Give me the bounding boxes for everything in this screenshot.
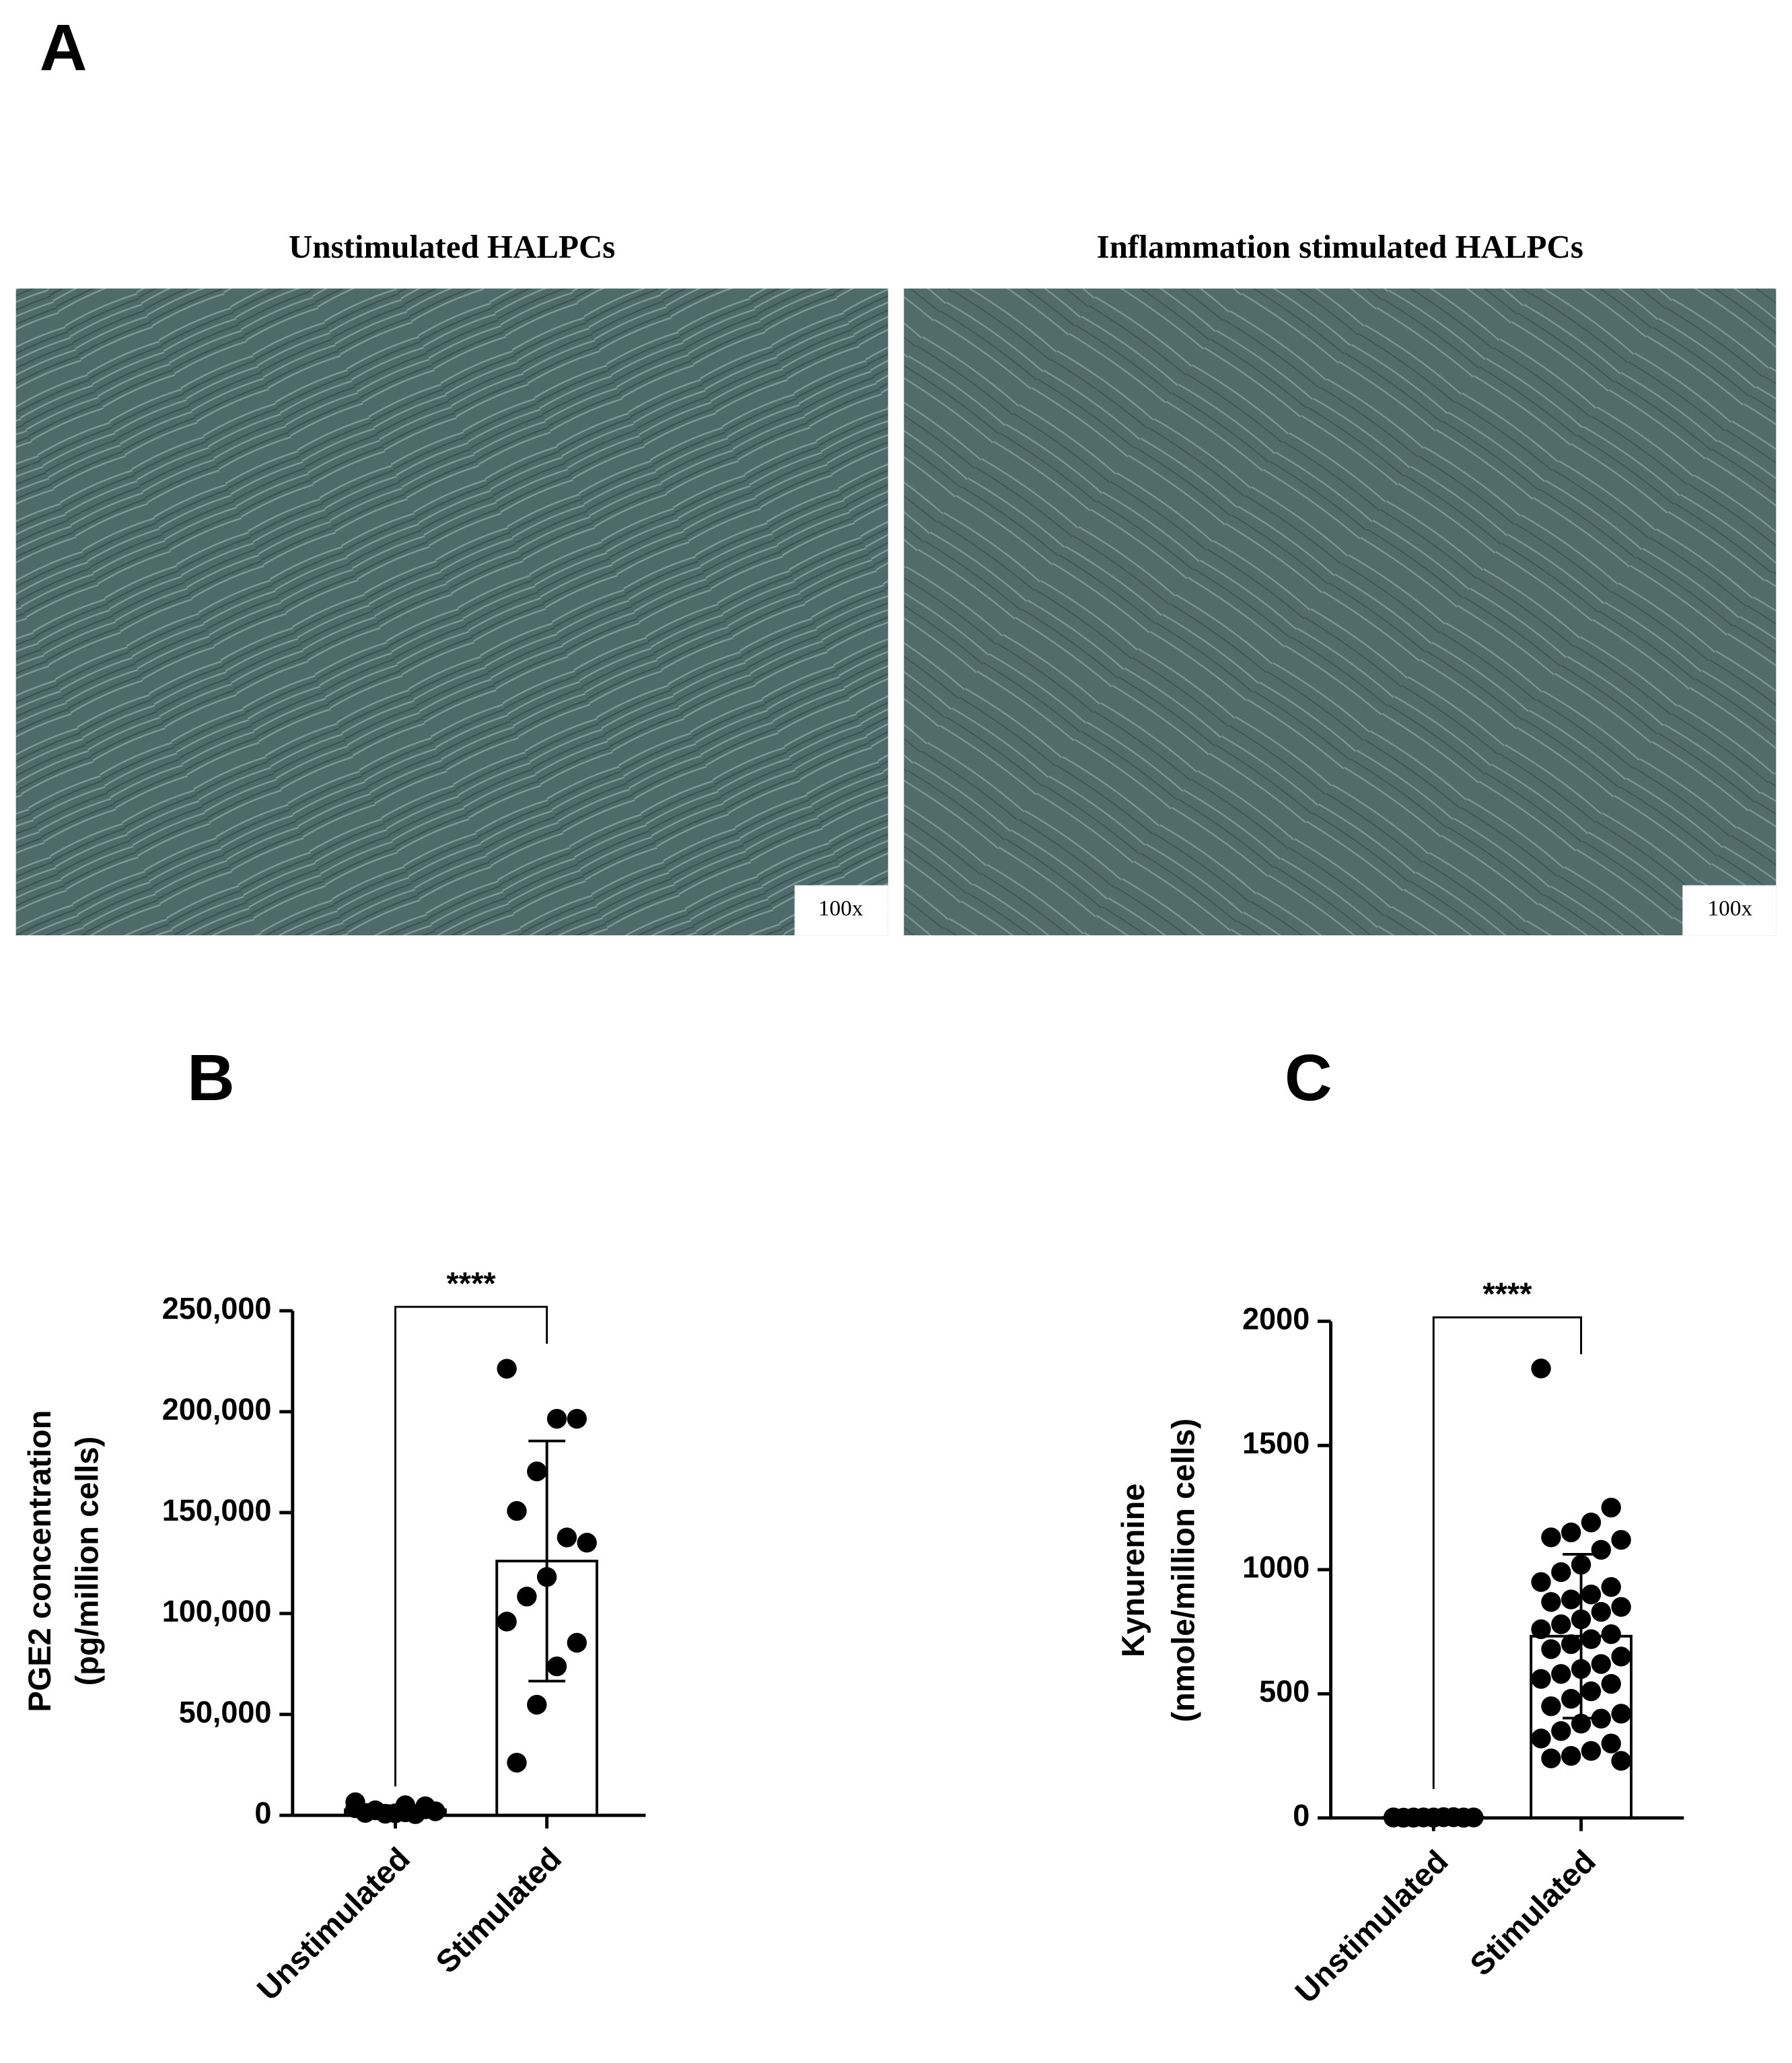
- data-point: [1581, 1585, 1602, 1605]
- data-point: [1591, 1654, 1612, 1674]
- data-point: [1561, 1689, 1581, 1709]
- data-point: [1551, 1721, 1571, 1741]
- data-point: [1541, 1748, 1561, 1768]
- data-point: [1561, 1634, 1581, 1655]
- y-tick-label: 2000: [1242, 1302, 1310, 1336]
- data-point: [1611, 1529, 1631, 1550]
- data-point: [1581, 1681, 1602, 1702]
- y-tick-label: 500: [1259, 1674, 1310, 1708]
- micrograph: [15, 288, 888, 936]
- x-tick-label: Stimulated: [429, 1840, 568, 1980]
- data-point: [1541, 1527, 1561, 1548]
- data-point: [1551, 1562, 1571, 1583]
- micrograph: [904, 288, 1777, 936]
- y-tick-label: 150,000: [162, 1493, 272, 1527]
- y-axis-label: PGE2 concentration: [22, 1410, 57, 1712]
- data-point: [1551, 1664, 1571, 1684]
- panel-label: A: [40, 10, 87, 84]
- data-point: [497, 1612, 517, 1632]
- data-point: [1561, 1745, 1581, 1766]
- data-point: [1541, 1696, 1561, 1716]
- significance-label: ****: [1482, 1276, 1532, 1311]
- panel-label: B: [187, 1040, 235, 1114]
- data-point: [577, 1533, 597, 1553]
- data-point: [1531, 1572, 1551, 1592]
- y-tick-label: 50,000: [179, 1695, 272, 1729]
- data-point: [1591, 1601, 1612, 1622]
- data-point: [1611, 1597, 1631, 1617]
- data-point: [507, 1500, 527, 1521]
- data-point: [1591, 1708, 1612, 1729]
- data-point: [1531, 1359, 1551, 1379]
- image-title: Unstimulated HALPCs: [289, 228, 615, 265]
- data-point: [527, 1461, 547, 1482]
- magnification: 100x: [1708, 896, 1753, 921]
- y-tick-label: 100,000: [162, 1594, 272, 1628]
- data-point: [567, 1408, 587, 1429]
- x-tick-label: Unstimulated: [1288, 1843, 1455, 2010]
- y-axis-label: Kynurenine: [1115, 1484, 1151, 1657]
- data-point: [1581, 1741, 1602, 1761]
- y-axis-label: (nmole/million cells): [1166, 1418, 1201, 1723]
- panel-label: C: [1285, 1040, 1332, 1114]
- data-point: [517, 1587, 537, 1607]
- significance-label: ****: [447, 1265, 497, 1301]
- data-point: [557, 1527, 577, 1548]
- x-tick-label: Unstimulated: [250, 1840, 417, 2007]
- scale-box: [1682, 885, 1777, 936]
- y-tick-label: 1500: [1242, 1426, 1310, 1460]
- y-axis-label: (pg/million cells): [69, 1437, 105, 1686]
- data-point: [1601, 1577, 1621, 1597]
- data-point: [1581, 1512, 1602, 1533]
- data-point: [1601, 1733, 1621, 1753]
- data-point: [1561, 1522, 1581, 1543]
- data-point: [1611, 1751, 1631, 1771]
- data-point: [415, 1796, 435, 1817]
- y-tick-label: 250,000: [162, 1291, 272, 1326]
- data-point: [1531, 1729, 1551, 1749]
- scale-box: [794, 885, 888, 936]
- data-point: [1541, 1592, 1561, 1612]
- data-point: [1591, 1540, 1612, 1560]
- y-tick-label: 0: [1293, 1799, 1310, 1833]
- data-point: [567, 1632, 587, 1653]
- data-point: [546, 1408, 567, 1429]
- data-point: [497, 1359, 517, 1379]
- data-point: [1601, 1497, 1621, 1518]
- data-point: [1611, 1704, 1631, 1724]
- data-point: [507, 1752, 527, 1773]
- data-point: [345, 1798, 365, 1819]
- data-point: [365, 1800, 386, 1821]
- data-point: [1541, 1639, 1561, 1659]
- data-point: [1581, 1629, 1602, 1649]
- x-tick-label: Stimulated: [1463, 1843, 1602, 1982]
- significance-bracket: [394, 1305, 548, 1786]
- data-point: [1601, 1673, 1621, 1694]
- data-point: [1611, 1646, 1631, 1667]
- y-tick-label: 0: [254, 1796, 271, 1830]
- data-point: [1561, 1589, 1581, 1609]
- image-title: Inflammation stimulated HALPCs: [1097, 228, 1583, 265]
- y-tick-label: 1000: [1242, 1550, 1310, 1585]
- data-point: [1531, 1669, 1551, 1689]
- data-point: [527, 1694, 547, 1715]
- data-point: [1601, 1624, 1621, 1644]
- y-tick-label: 200,000: [162, 1392, 272, 1426]
- data-point: [1531, 1619, 1551, 1640]
- data-point: [546, 1656, 567, 1677]
- magnification: 100x: [818, 896, 863, 921]
- data-point: [1551, 1614, 1571, 1634]
- significance-bracket: [1432, 1316, 1583, 1789]
